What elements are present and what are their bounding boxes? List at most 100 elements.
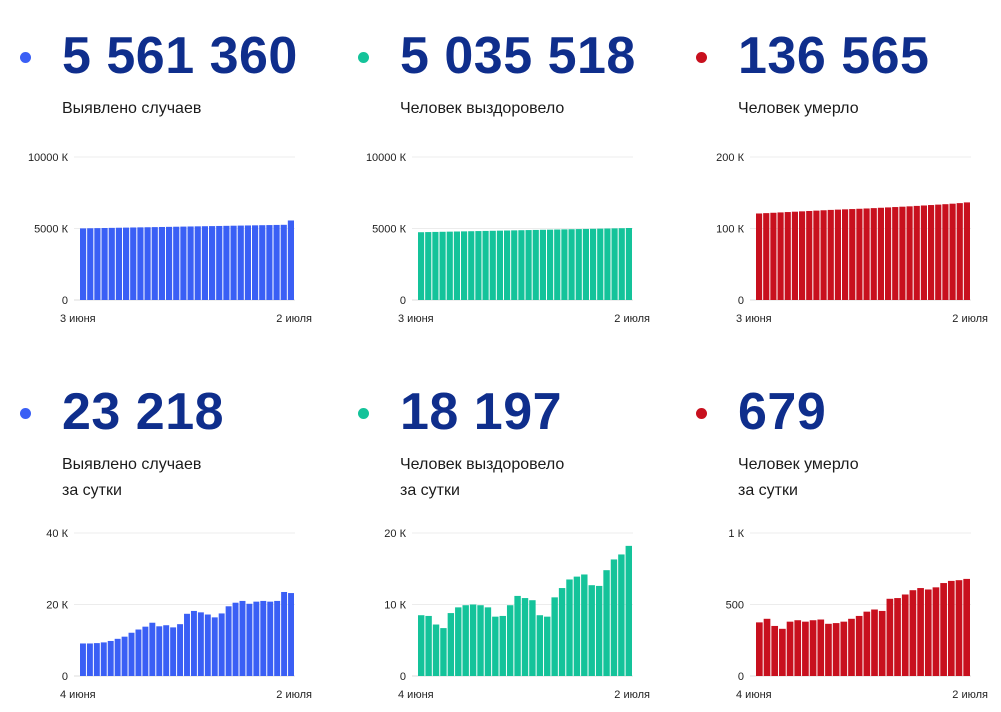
x-tick-label: 2 июля [276, 689, 312, 701]
bar [439, 231, 446, 300]
bar [518, 230, 525, 300]
bar [218, 613, 225, 676]
bar [462, 605, 469, 676]
caption-line: Человек умерло [738, 456, 859, 473]
bar [554, 229, 561, 300]
bar [453, 231, 460, 300]
bar [447, 613, 455, 676]
bar [825, 623, 832, 676]
bar [802, 621, 809, 676]
bar [820, 210, 827, 300]
bar [521, 598, 529, 676]
bar [461, 231, 468, 300]
bar [482, 230, 489, 300]
bar [604, 228, 611, 300]
bar [440, 628, 447, 676]
bar [418, 232, 425, 300]
bar [499, 615, 506, 676]
x-tick-label: 2 июля [614, 689, 650, 701]
bar [878, 610, 886, 676]
bar [588, 585, 595, 676]
bar [935, 204, 942, 300]
bar [855, 615, 863, 676]
bar [529, 600, 536, 676]
bar [963, 202, 970, 300]
bar [246, 603, 253, 676]
bar [779, 628, 786, 676]
bar [180, 226, 187, 300]
bar [108, 227, 115, 300]
y-tick-label: 40 К [46, 528, 68, 540]
bar [156, 626, 163, 676]
x-tick-label: 3 июня [398, 313, 434, 325]
bar-chart: 0 100 К 200 К 3 июня 2 июля [716, 152, 988, 325]
bar [166, 226, 173, 300]
caption-line: за сутки [738, 482, 798, 499]
bar [558, 588, 566, 676]
x-tick-label: 2 июля [952, 689, 988, 701]
bar [625, 545, 632, 676]
y-tick-label: 200 К [716, 152, 744, 164]
bar [121, 636, 128, 676]
bar [260, 600, 267, 676]
bar [913, 205, 920, 300]
caption-line: Выявлено случаев [62, 456, 202, 473]
bar [446, 231, 453, 300]
bar [756, 213, 763, 300]
legend-dot [358, 52, 369, 63]
bar [425, 615, 432, 676]
panel-recovered-daily: 18 197 Человек выздоровело за сутки 0 10 К 20… [338, 356, 650, 701]
stat-number: 679 [738, 383, 827, 441]
bar [194, 226, 201, 300]
bar [101, 227, 108, 300]
bar [80, 643, 86, 676]
bar [917, 588, 924, 676]
x-tick-label: 4 июня [736, 689, 772, 701]
bar [763, 618, 771, 676]
x-tick-label: 4 июня [398, 689, 434, 701]
bar [863, 208, 870, 300]
y-tick-label: 10000 К [28, 152, 69, 164]
bar [610, 559, 618, 676]
bar [611, 228, 618, 300]
bar [425, 232, 432, 300]
bar [455, 607, 462, 676]
bar [906, 206, 913, 300]
bar [963, 578, 970, 676]
bar [770, 212, 777, 300]
panel-cases-total: 5 561 360 Выявлено случаев 0 5000 К 10000 К 3… [0, 0, 312, 330]
bar [184, 613, 190, 676]
bar [190, 610, 197, 676]
stat-caption: Человек выздоровело за сутки [400, 452, 564, 504]
bar [573, 576, 581, 676]
bar [561, 229, 568, 300]
bar [86, 643, 93, 676]
bar [197, 612, 204, 676]
bar [756, 622, 763, 676]
bar [928, 205, 935, 300]
bar [547, 229, 554, 300]
bar [151, 227, 158, 300]
bar [539, 229, 546, 300]
bar [267, 601, 274, 676]
panel-recovered-total: 5 035 518 Человек выздоровело 0 5000 К 10000… [338, 0, 650, 330]
bar [142, 626, 149, 676]
bar [149, 622, 156, 676]
y-tick-label: 20 К [46, 600, 68, 612]
bar [590, 228, 597, 300]
y-tick-label: 0 [738, 671, 744, 683]
bar [794, 620, 802, 676]
bar [863, 611, 871, 676]
bar [848, 618, 855, 676]
bar [568, 229, 575, 300]
bar [771, 625, 779, 676]
stat-number: 23 218 [62, 383, 225, 441]
x-tick-label: 3 июня [60, 313, 96, 325]
x-tick-label: 2 июля [276, 313, 312, 325]
bar [809, 620, 817, 676]
bar [566, 579, 573, 676]
bar [432, 624, 440, 676]
bar [100, 642, 107, 676]
bar [924, 589, 932, 676]
bar [618, 554, 625, 676]
